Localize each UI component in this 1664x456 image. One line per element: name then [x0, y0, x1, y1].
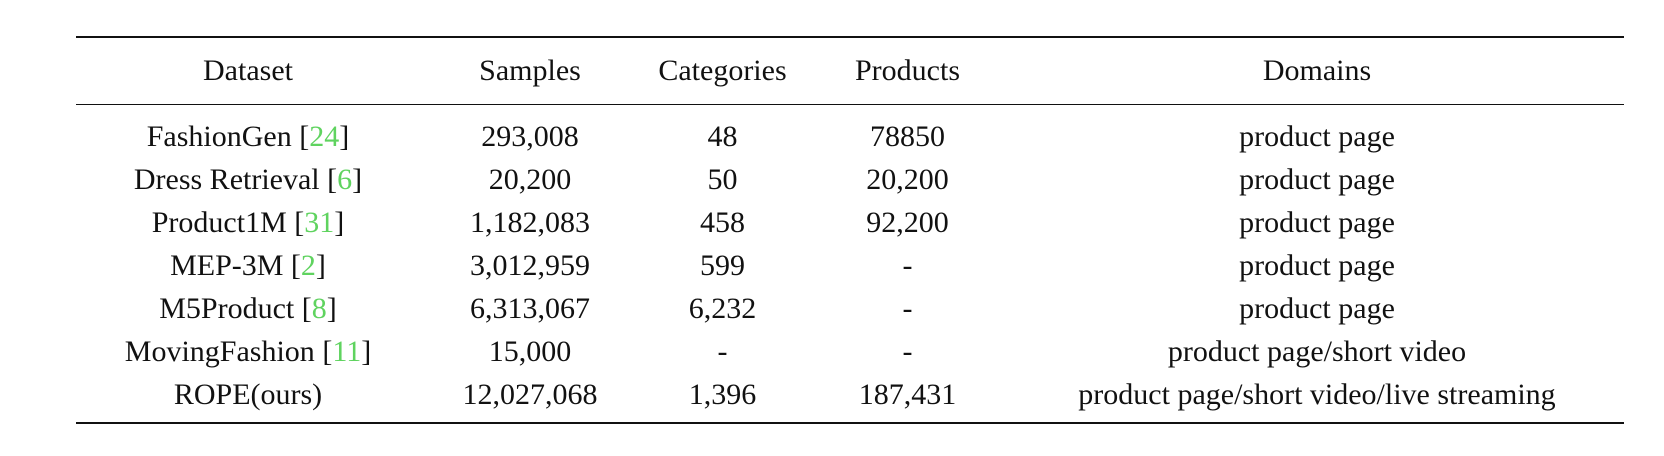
cell-products: 92,200 — [866, 205, 949, 239]
table-row: MovingFashion [11] 15,000 - - product pa… — [76, 330, 1624, 373]
cell-domains: product page — [1239, 291, 1395, 325]
citation-link[interactable]: 31 — [304, 205, 335, 239]
table-row: FashionGen [24] 293,008 48 78850 product… — [76, 105, 1624, 159]
cell-domains: product page/short video — [1167, 334, 1467, 368]
cell-products: - — [902, 334, 913, 368]
citation-link[interactable]: 24 — [309, 119, 340, 153]
table-row: MEP-3M [2] 3,012,959 599 - product page — [76, 244, 1624, 287]
cell-categories: 1,396 — [688, 377, 757, 411]
dataset-name: Product1M — [151, 205, 287, 239]
citation-link[interactable]: 6 — [337, 162, 353, 196]
dataset-name: Dress Retrieval — [133, 162, 320, 196]
cell-dataset: M5Product [8] — [159, 291, 337, 325]
cell-categories: 6,232 — [688, 291, 757, 325]
table-row: ROPE(ours) 12,027,068 1,396 187,431 prod… — [76, 373, 1624, 423]
cell-samples: 12,027,068 — [462, 377, 598, 411]
cell-products: 187,431 — [858, 377, 957, 411]
cell-samples: 20,200 — [488, 162, 572, 196]
cell-samples: 3,012,959 — [470, 248, 590, 282]
cell-categories: 48 — [707, 119, 738, 153]
cell-products: - — [902, 291, 913, 325]
cell-domains: product page/short video/live streaming — [1078, 377, 1556, 411]
cell-products: 20,200 — [866, 162, 949, 196]
cell-samples: 6,313,067 — [470, 291, 590, 325]
header-categories: Categories — [658, 54, 787, 87]
header-domains: Domains — [1262, 54, 1372, 87]
cell-domains: product page — [1239, 162, 1395, 196]
table-row: Product1M [31] 1,182,083 458 92,200 prod… — [76, 201, 1624, 244]
cell-dataset: FashionGen [24] — [146, 119, 350, 153]
citation-link[interactable]: 8 — [311, 291, 327, 325]
dataset-name: MEP-3M — [170, 248, 284, 282]
cell-products: - — [902, 248, 913, 282]
cell-dataset: MEP-3M [2] — [170, 248, 326, 282]
cell-categories: 458 — [700, 205, 745, 239]
cell-samples: 15,000 — [488, 334, 572, 368]
cell-dataset: Product1M [31] — [151, 205, 345, 239]
table-row: M5Product [8] 6,313,067 6,232 - product … — [76, 287, 1624, 330]
header-products: Products — [855, 54, 960, 87]
citation-link[interactable]: 2 — [300, 248, 316, 282]
dataset-name: M5Product — [159, 291, 295, 325]
header-dataset: Dataset — [203, 54, 293, 87]
table-header: Dataset Samples Categories Products Doma… — [76, 37, 1624, 105]
cell-dataset: ROPE(ours) — [173, 377, 323, 411]
dataset-name: MovingFashion — [124, 334, 315, 368]
dataset-name: FashionGen — [146, 119, 292, 153]
dataset-comparison-table: Dataset Samples Categories Products Doma… — [76, 36, 1624, 424]
cell-domains: product page — [1239, 205, 1395, 239]
cell-dataset: MovingFashion [11] — [124, 334, 372, 368]
cell-categories: - — [717, 334, 728, 368]
cell-products: 78850 — [870, 119, 945, 153]
cell-domains: product page — [1239, 119, 1395, 153]
cell-domains: product page — [1239, 248, 1395, 282]
table-body: FashionGen [24] 293,008 48 78850 product… — [76, 105, 1624, 423]
cell-samples: 1,182,083 — [470, 205, 590, 239]
cell-samples: 293,008 — [481, 119, 579, 153]
header-samples: Samples — [479, 54, 581, 87]
dataset-comparison-table-container: Dataset Samples Categories Products Doma… — [76, 36, 1624, 424]
header-row: Dataset Samples Categories Products Doma… — [76, 37, 1624, 105]
citation-link[interactable]: 11 — [332, 334, 362, 368]
cell-categories: 50 — [707, 162, 738, 196]
cell-categories: 599 — [700, 248, 745, 282]
cell-dataset: Dress Retrieval [6] — [133, 162, 363, 196]
table-row: Dress Retrieval [6] 20,200 50 20,200 pro… — [76, 158, 1624, 201]
